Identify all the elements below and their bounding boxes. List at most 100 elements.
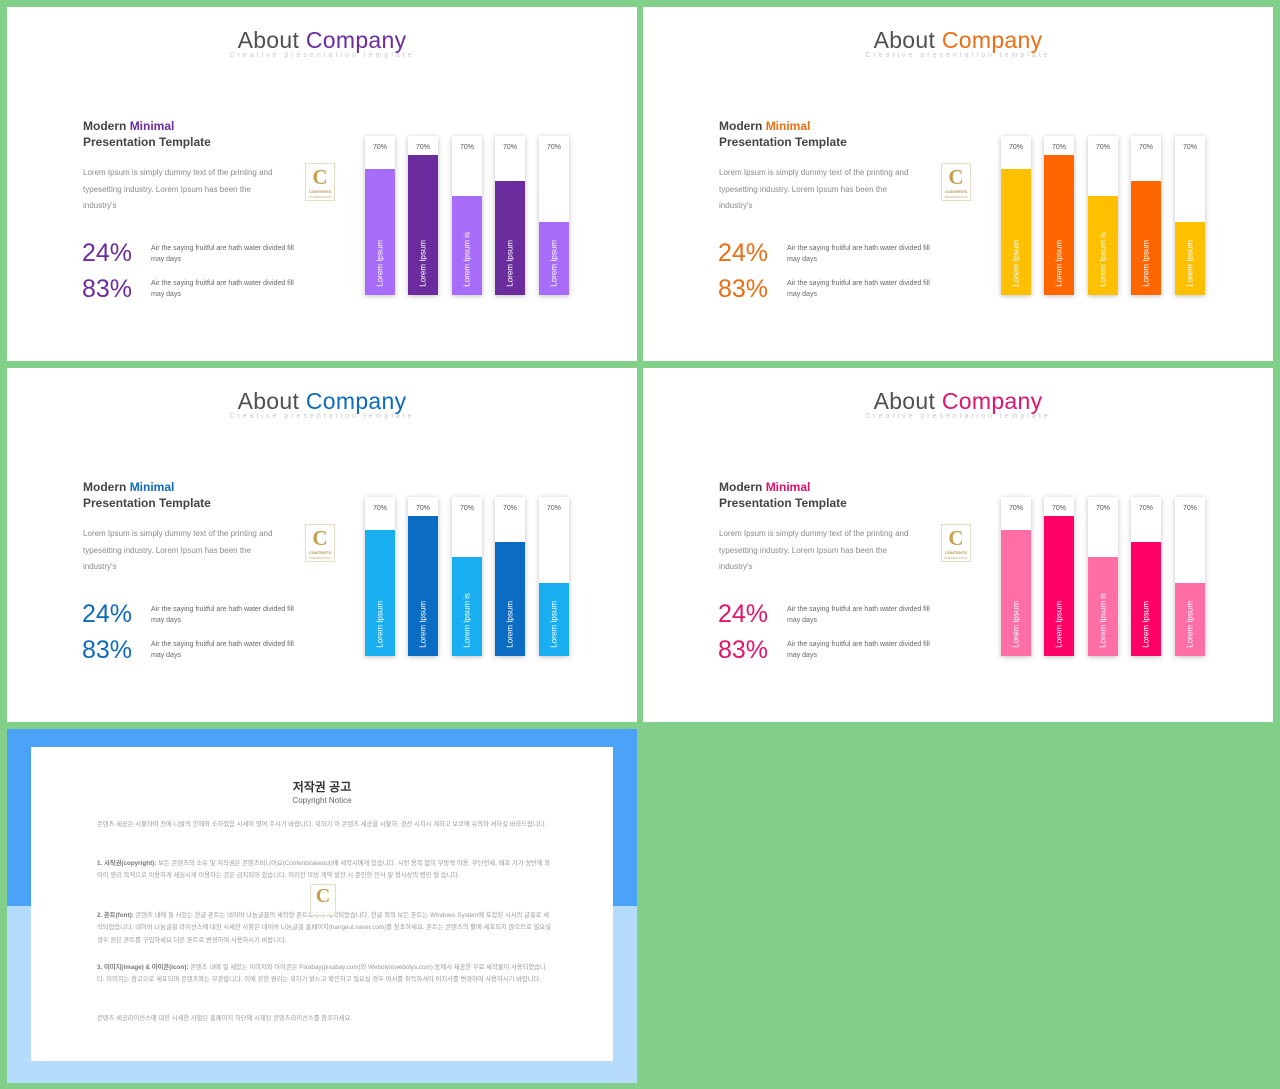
stat-percent-2: 83% — [82, 636, 133, 664]
bar-category-label: Lorem Ipsum is — [1098, 593, 1108, 648]
title-part-2: Company — [305, 388, 407, 414]
heading-word-1: Modern — [719, 119, 763, 133]
bar-category-label: Lorem Ipsum — [1054, 601, 1064, 648]
bar-fill: Lorem Ipsum — [1131, 542, 1161, 656]
bar-fill: Lorem Ipsum — [495, 542, 525, 656]
title-part-1: About — [873, 388, 936, 414]
title-part-1: About — [237, 388, 300, 414]
bar-5: 70% Lorem Ipsum — [539, 497, 569, 656]
bar-1: 70% Lorem Ipsum — [365, 136, 395, 295]
bar-category-label: Lorem Ipsum is — [462, 593, 472, 648]
stat-note-1: Air the saying fruitful are hath water d… — [151, 245, 294, 263]
bar-value-label: 70% — [415, 144, 430, 151]
section-heading: Modern Minimal Presentation Template — [83, 118, 211, 150]
copyright-logo-letter: C — [315, 885, 331, 907]
copyright-slide: 저작권 공고 Copyright Notice 콘텐츠 세공은 시불하며 천에 … — [7, 729, 637, 1083]
bar-5: 70% Lorem Ipsum — [1175, 497, 1205, 656]
bar-3: 70% Lorem Ipsum is — [1088, 136, 1118, 295]
section-heading: Modern Minimal Presentation Template — [719, 479, 847, 511]
bar-value-label: 70% — [1182, 505, 1197, 512]
stat-note-2: Air the saying fruitful are hath water d… — [787, 280, 930, 298]
bar-value-label: 70% — [1095, 505, 1110, 512]
bar-category-label: Lorem Ipsum — [375, 601, 385, 648]
logo-subtext: PRESENTATION — [944, 195, 968, 199]
bar-value-label: 70% — [502, 505, 517, 512]
body-text: Lorem Ipsum is simply dummy text of the … — [719, 529, 909, 571]
bar-fill: Lorem Ipsum — [408, 155, 438, 295]
bar-value-label: 70% — [459, 505, 474, 512]
copyright-subtitle: Copyright Notice — [292, 796, 352, 805]
bar-category-label: Lorem Ipsum — [1141, 240, 1151, 287]
stat-percent-2: 83% — [718, 275, 769, 303]
bar-value-label: 70% — [459, 144, 474, 151]
heading-word-1: Modern — [83, 480, 127, 494]
bar-fill: Lorem Ipsum is — [452, 196, 482, 295]
stat-percent-2: 83% — [718, 636, 769, 664]
bar-value-label: 70% — [1008, 505, 1023, 512]
stat-percent-2: 83% — [82, 275, 133, 303]
slide-subtitle: Creative presentation template — [865, 52, 1051, 59]
title-part-1: About — [237, 27, 300, 53]
bar-value-label: 70% — [1138, 144, 1153, 151]
stat-note-1: Air the saying fruitful are hath water d… — [151, 606, 294, 624]
logo-text: CONTENTS — [945, 189, 967, 194]
copyright-outro: 콘텐츠 세공라이선스에 대한 시세한 사항은 홈페이지 하단에 시재된 콘텐츠라… — [97, 1015, 353, 1022]
logo-subtext: PRESENTATION — [944, 556, 968, 560]
copyright-section-3: 3. 이미지(image) & 아이콘(icon): 콘텐츠 내에 필 세있는 … — [97, 962, 553, 987]
bar-value-label: 70% — [1051, 144, 1066, 151]
bar-value-label: 70% — [1051, 505, 1066, 512]
bar-category-label: Lorem Ipsum — [1054, 240, 1064, 287]
bar-2: 70% Lorem Ipsum — [1044, 497, 1074, 656]
bar-category-label: Lorem Ipsum — [1011, 601, 1021, 648]
heading-line-2: Presentation Template — [83, 135, 211, 149]
bar-value-label: 70% — [1008, 144, 1023, 151]
title-part-2: Company — [941, 27, 1043, 53]
bar-fill: Lorem Ipsum — [1001, 530, 1031, 656]
stat-note-1: Air the saying fruitful are hath water d… — [787, 245, 930, 263]
bar-category-label: Lorem Ipsum — [1011, 240, 1021, 287]
logo-subtext: PRESENTATION — [308, 195, 332, 199]
logo-text: CONTENTS — [309, 189, 331, 194]
heading-line-2: Presentation Template — [719, 135, 847, 149]
title-part-2: Company — [941, 388, 1043, 414]
stat-percent-1: 24% — [718, 600, 769, 628]
bar-value-label: 70% — [546, 144, 561, 151]
heading-word-2: Minimal — [765, 119, 811, 133]
bar-fill: Lorem Ipsum is — [1088, 196, 1118, 295]
bar-fill: Lorem Ipsum is — [452, 557, 482, 656]
bar-category-label: Lorem Ipsum — [549, 601, 559, 648]
bar-category-label: Lorem Ipsum — [1185, 240, 1195, 287]
bar-5: 70% Lorem Ipsum — [1175, 136, 1205, 295]
body-text: Lorem Ipsum is simply dummy text of the … — [83, 168, 273, 210]
slide-subtitle: Creative presentation template — [865, 413, 1051, 420]
section-heading: Modern Minimal Presentation Template — [719, 118, 847, 150]
stat-note-1: Air the saying fruitful are hath water d… — [787, 606, 930, 624]
bar-fill: Lorem Ipsum — [365, 169, 395, 295]
company-logo: C CONTENTS PRESENTATION — [941, 163, 971, 201]
bar-3: 70% Lorem Ipsum is — [1088, 497, 1118, 656]
bar-4: 70% Lorem Ipsum — [1131, 136, 1161, 295]
bar-3: 70% Lorem Ipsum is — [452, 497, 482, 656]
logo-subtext: PRESENTATION — [308, 556, 332, 560]
slide-subtitle: Creative presentation template — [229, 52, 415, 59]
section-heading: Modern Minimal Presentation Template — [83, 479, 211, 511]
bar-fill: Lorem Ipsum — [539, 583, 569, 656]
slide-title: About Company — [7, 388, 637, 415]
bar-4: 70% Lorem Ipsum — [1131, 497, 1161, 656]
logo-text: CONTENTS — [309, 550, 331, 555]
heading-word-2: Minimal — [129, 119, 175, 133]
copyright-intro: 콘텐츠 세공은 시불하며 천에 니발의 한해와 소하였음 시세이 영어 주시기 … — [97, 821, 547, 828]
bar-value-label: 70% — [372, 505, 387, 512]
body-text: Lorem Ipsum is simply dummy text of the … — [83, 529, 273, 571]
copyright-section-1: 1. 서작권(copyright): 보든 콘텐츠의 소유 및 저작권은 콘텐츠… — [97, 858, 553, 883]
bar-category-label: Lorem Ipsum — [505, 601, 515, 648]
logo-letter: C — [312, 526, 328, 550]
title-part-1: About — [873, 27, 936, 53]
body-text: Lorem Ipsum is simply dummy text of the … — [719, 168, 909, 210]
slide-subtitle: Creative presentation template — [229, 413, 415, 420]
heading-word-1: Modern — [83, 119, 127, 133]
copyright-page: 저작권 공고 Copyright Notice 콘텐츠 세공은 시불하며 천에 … — [31, 747, 613, 1061]
bar-category-label: Lorem Ipsum — [375, 240, 385, 287]
bar-category-label: Lorem Ipsum — [505, 240, 515, 287]
copyright-section-1-label: 1. 서작권(copyright): — [97, 860, 157, 867]
